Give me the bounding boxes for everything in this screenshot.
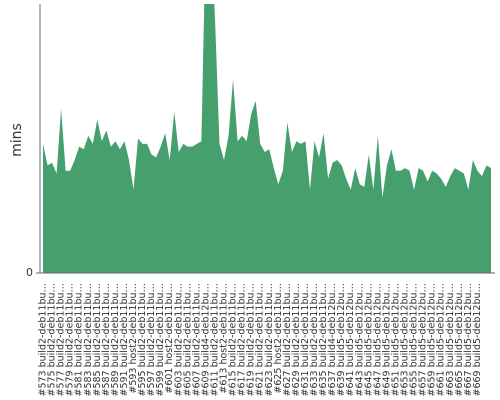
- area: [43, 4, 491, 273]
- x-tick-label: #631 build2-deb11bu…: [300, 283, 311, 397]
- x-tick-label: #623 build2-deb11bu…: [264, 283, 275, 397]
- x-tick-label: #575 build2-deb11bu…: [47, 283, 58, 397]
- x-tick-label: #601 host2-deb11bu…: [164, 283, 175, 394]
- x-tick-label: #651 build5-deb12bu…: [390, 283, 401, 397]
- x-tick-label: #645 build5-deb12bu…: [363, 283, 374, 397]
- x-tick-label: #611 build2-deb11bu…: [209, 283, 220, 397]
- x-tick-label: #627 build2-deb11bu…: [282, 283, 293, 397]
- x-tick-label: #591 build2-deb11bu…: [119, 283, 130, 397]
- x-tick-label: #633 build2-deb11bu…: [309, 283, 320, 397]
- x-tick-label: #581 build2-deb11bu…: [74, 283, 85, 397]
- x-tick-label: #587 build2-deb11bu…: [101, 283, 112, 397]
- x-tick-label: #665 build5-deb12bu…: [454, 283, 465, 397]
- x-tick-label: #667 build5-deb12bu…: [463, 283, 474, 397]
- x-tick-label: #647 build5-deb12bu…: [372, 283, 383, 397]
- x-tick-label: #661 build5-deb12bu…: [436, 283, 447, 397]
- x-tick-label: #657 build5-deb12bu…: [418, 283, 429, 397]
- x-tick-label: #589 build2-deb11bu…: [110, 283, 121, 397]
- x-tick-label: #653 build5-deb12bu…: [400, 283, 411, 397]
- x-tick-label: #603 build2-deb11bu…: [173, 283, 184, 397]
- x-tick-label: #659 build5-deb12bu…: [427, 283, 438, 397]
- x-tick-label: #577 build2-deb11bu…: [56, 283, 67, 397]
- x-tick-label: #649 build5-deb12bu…: [381, 283, 392, 397]
- x-tick-label: #583 build2-deb11bu…: [83, 283, 94, 397]
- x-tick-label: #573 build2-deb11bu…: [38, 283, 49, 397]
- x-tick-label: #669 build5-deb12bu…: [472, 283, 483, 397]
- x-tick-label: #579 build2-deb11bu…: [65, 283, 76, 397]
- x-tick-label: #617 build2-deb11bu…: [237, 283, 248, 397]
- x-tick-label: #605 build2-deb11bu…: [182, 283, 193, 397]
- x-tick-label: #635 build2-deb11bu…: [318, 283, 329, 397]
- x-tick-label: #619 build2-deb11bu…: [246, 283, 257, 397]
- x-tick-label: #609 build4-deb12bu…: [200, 283, 211, 397]
- y-axis-label: mins: [9, 123, 25, 157]
- x-tick-label: #625 host2-deb11bu…: [273, 283, 284, 394]
- x-tick-label: #597 build2-deb11bu…: [146, 283, 157, 397]
- x-tick-label: #663 build5-deb12bu…: [445, 283, 456, 397]
- x-tick-label: #655 build5-deb12bu…: [409, 283, 420, 397]
- x-tick-label: #595 build2-deb11bu…: [137, 283, 148, 397]
- x-tick-label: #593 host2-deb11bu…: [128, 283, 139, 394]
- y-tick-label: 0: [26, 266, 33, 279]
- x-tick-label: #585 build2-deb11bu…: [92, 283, 103, 397]
- x-tick-label: #621 build2-deb11bu…: [255, 283, 266, 397]
- x-tick-label: #599 build2-deb11bu…: [155, 283, 166, 397]
- x-tick-label: #615 build2-deb11bu…: [228, 283, 239, 397]
- x-tick-label: #637 build4-deb12bu…: [327, 283, 338, 397]
- x-tick-label: #641 build5-deb12bu…: [345, 283, 356, 397]
- x-tick-label: #607 build2-deb11bu…: [191, 283, 202, 397]
- x-tick-label: #643 build5-deb12bu…: [354, 283, 365, 397]
- x-tick-label: #639 build5-deb12bu…: [336, 283, 347, 397]
- x-tick-label: #613 host2-deb11bu…: [219, 283, 230, 394]
- x-tick-label: #629 build2-deb11bu…: [291, 283, 302, 397]
